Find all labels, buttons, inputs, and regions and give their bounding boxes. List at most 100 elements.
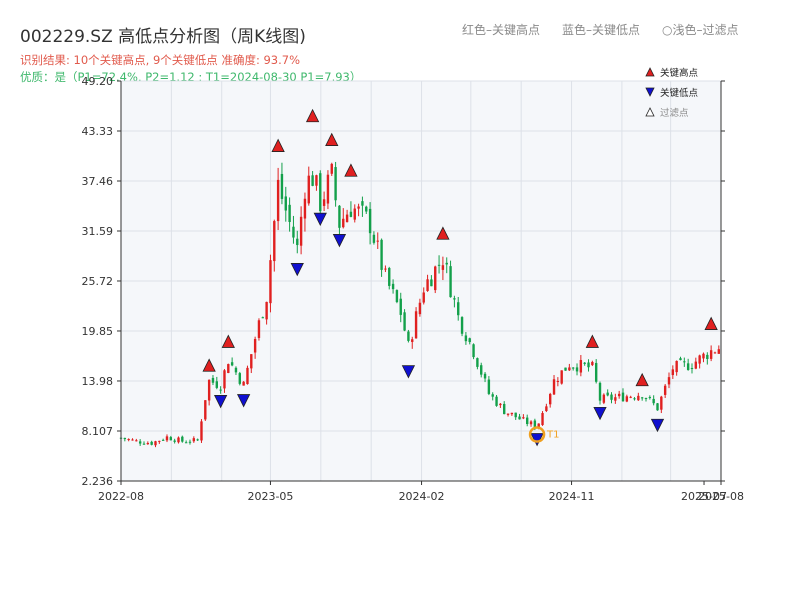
candle-body bbox=[529, 421, 533, 425]
candle-body bbox=[453, 298, 456, 300]
candle-body bbox=[296, 238, 299, 246]
top-legend: 红色–关键高点 蓝色–关键低点 ○浅色–过滤点 bbox=[462, 21, 761, 38]
candle-body bbox=[602, 394, 606, 403]
candle-body bbox=[426, 279, 429, 292]
candle-body bbox=[276, 179, 280, 222]
candle-body bbox=[284, 196, 287, 211]
candle-body bbox=[334, 167, 337, 201]
candle-body bbox=[142, 443, 146, 445]
candle-body bbox=[273, 221, 276, 262]
key-high-marker bbox=[436, 226, 450, 240]
candle-body bbox=[269, 260, 272, 304]
candle-body bbox=[518, 416, 521, 420]
candle-body bbox=[391, 283, 395, 290]
candle-body bbox=[460, 317, 464, 334]
candle-body bbox=[667, 377, 671, 385]
candle-body bbox=[411, 339, 414, 342]
marked-low-circle bbox=[528, 426, 546, 443]
legend-filtered-symbol bbox=[645, 107, 655, 117]
candle-body bbox=[633, 398, 636, 400]
candle-body bbox=[242, 381, 245, 386]
candle-body bbox=[257, 320, 261, 338]
candle-body bbox=[660, 396, 663, 410]
candle-body bbox=[365, 206, 368, 212]
candle-body bbox=[499, 403, 502, 406]
candle-body bbox=[652, 398, 655, 404]
candle-body bbox=[445, 262, 448, 265]
candle-body bbox=[207, 379, 211, 401]
candle-body bbox=[177, 437, 180, 443]
candle-body bbox=[418, 302, 422, 315]
candle-body bbox=[702, 353, 705, 359]
candle-body bbox=[188, 441, 192, 443]
candle-body bbox=[449, 266, 452, 298]
candle-body bbox=[487, 379, 491, 394]
candle-body bbox=[579, 359, 583, 373]
candle-body bbox=[522, 417, 525, 419]
candle-body bbox=[192, 438, 196, 442]
legend-low-label: 关键低点 bbox=[660, 87, 699, 99]
key-low-marker bbox=[650, 418, 665, 433]
candle-body bbox=[261, 317, 264, 319]
candle-body bbox=[146, 443, 150, 445]
candle-body bbox=[583, 362, 586, 364]
candle-body bbox=[127, 439, 130, 441]
candle-body bbox=[319, 173, 322, 212]
y-tick-label: 49.20 bbox=[82, 75, 114, 88]
candle-body bbox=[303, 198, 307, 219]
candle-body bbox=[591, 361, 594, 366]
candle-body bbox=[173, 440, 176, 442]
candle-body bbox=[280, 173, 284, 199]
candle-body bbox=[437, 264, 441, 266]
x-tick-label: 2024-02 bbox=[399, 490, 445, 503]
candle-body bbox=[614, 397, 617, 401]
candle-body bbox=[150, 441, 153, 445]
candle-body bbox=[503, 403, 506, 415]
key-high-marker bbox=[344, 163, 358, 177]
candle-body bbox=[571, 367, 575, 369]
y-tick-label: 37.46 bbox=[82, 175, 114, 188]
candle-body bbox=[184, 442, 188, 444]
candle-body bbox=[476, 358, 479, 367]
y-tick-label: 8.107 bbox=[82, 425, 114, 438]
candle-body bbox=[372, 234, 376, 243]
candle-body bbox=[464, 335, 468, 342]
candle-body bbox=[663, 385, 667, 395]
candle-body bbox=[457, 302, 460, 316]
candle-body bbox=[506, 413, 510, 415]
y-tick-label: 13.98 bbox=[82, 375, 114, 388]
candle-body bbox=[230, 362, 234, 366]
candle-body bbox=[414, 311, 418, 339]
candle-body bbox=[526, 417, 529, 425]
candle-body bbox=[683, 361, 686, 363]
key-low-marker bbox=[213, 395, 228, 409]
candle-body bbox=[434, 266, 437, 291]
candle-body bbox=[560, 370, 563, 384]
candle-body bbox=[299, 216, 303, 246]
candle-body bbox=[594, 362, 598, 382]
candle-body bbox=[246, 367, 249, 385]
y-tick-label: 43.33 bbox=[82, 125, 114, 138]
candle-body bbox=[338, 205, 341, 228]
candle-body bbox=[640, 397, 644, 399]
candle-body bbox=[215, 381, 219, 388]
candle-body bbox=[196, 439, 199, 441]
key-high-marker bbox=[585, 334, 599, 348]
candle-body bbox=[491, 394, 494, 397]
candle-body bbox=[361, 201, 364, 206]
y-tick-label: 2.236 bbox=[82, 475, 114, 488]
top-legend-red: 红色–关键高点 bbox=[462, 23, 541, 37]
candle-body bbox=[403, 312, 406, 331]
candle-body bbox=[637, 395, 640, 401]
key-low-marker bbox=[401, 365, 416, 379]
key-high-marker bbox=[305, 108, 320, 123]
candle-body bbox=[315, 175, 318, 186]
legend-high-label: 关键高点 bbox=[660, 67, 699, 79]
key-low-marker bbox=[593, 406, 607, 421]
candle-body bbox=[495, 396, 498, 406]
candle-body bbox=[357, 206, 360, 209]
candle-body bbox=[610, 394, 613, 400]
candle-body bbox=[675, 360, 678, 373]
candle-body bbox=[322, 199, 326, 206]
